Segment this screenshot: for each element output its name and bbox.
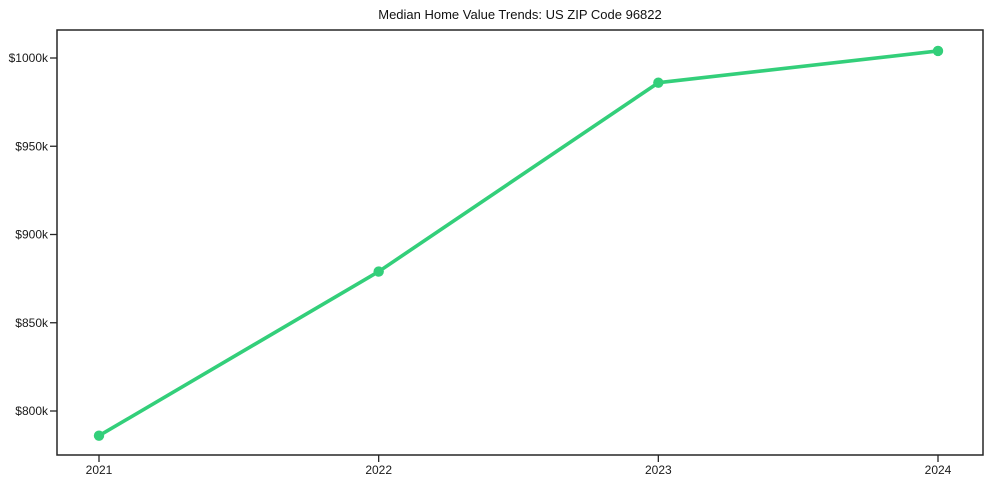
y-tick-label: $950k	[15, 139, 49, 153]
y-tick-label: $850k	[15, 316, 49, 330]
x-tick-label: 2022	[365, 463, 392, 477]
y-tick-label: $900k	[15, 228, 49, 242]
y-tick-label: $1000k	[9, 51, 49, 65]
data-point-marker	[653, 77, 664, 88]
plot-border	[56, 29, 984, 456]
data-point-marker	[373, 266, 384, 277]
x-tick-label: 2021	[86, 463, 113, 477]
data-point-marker	[932, 45, 944, 57]
data-point-marker	[93, 430, 105, 441]
x-tick-label: 2024	[925, 463, 952, 477]
x-tick-label: 2023	[645, 463, 672, 477]
chart-title: Median Home Value Trends: US ZIP Code 96…	[378, 7, 662, 22]
y-tick-label: $800k	[15, 404, 49, 418]
trend-line	[97, 49, 940, 438]
